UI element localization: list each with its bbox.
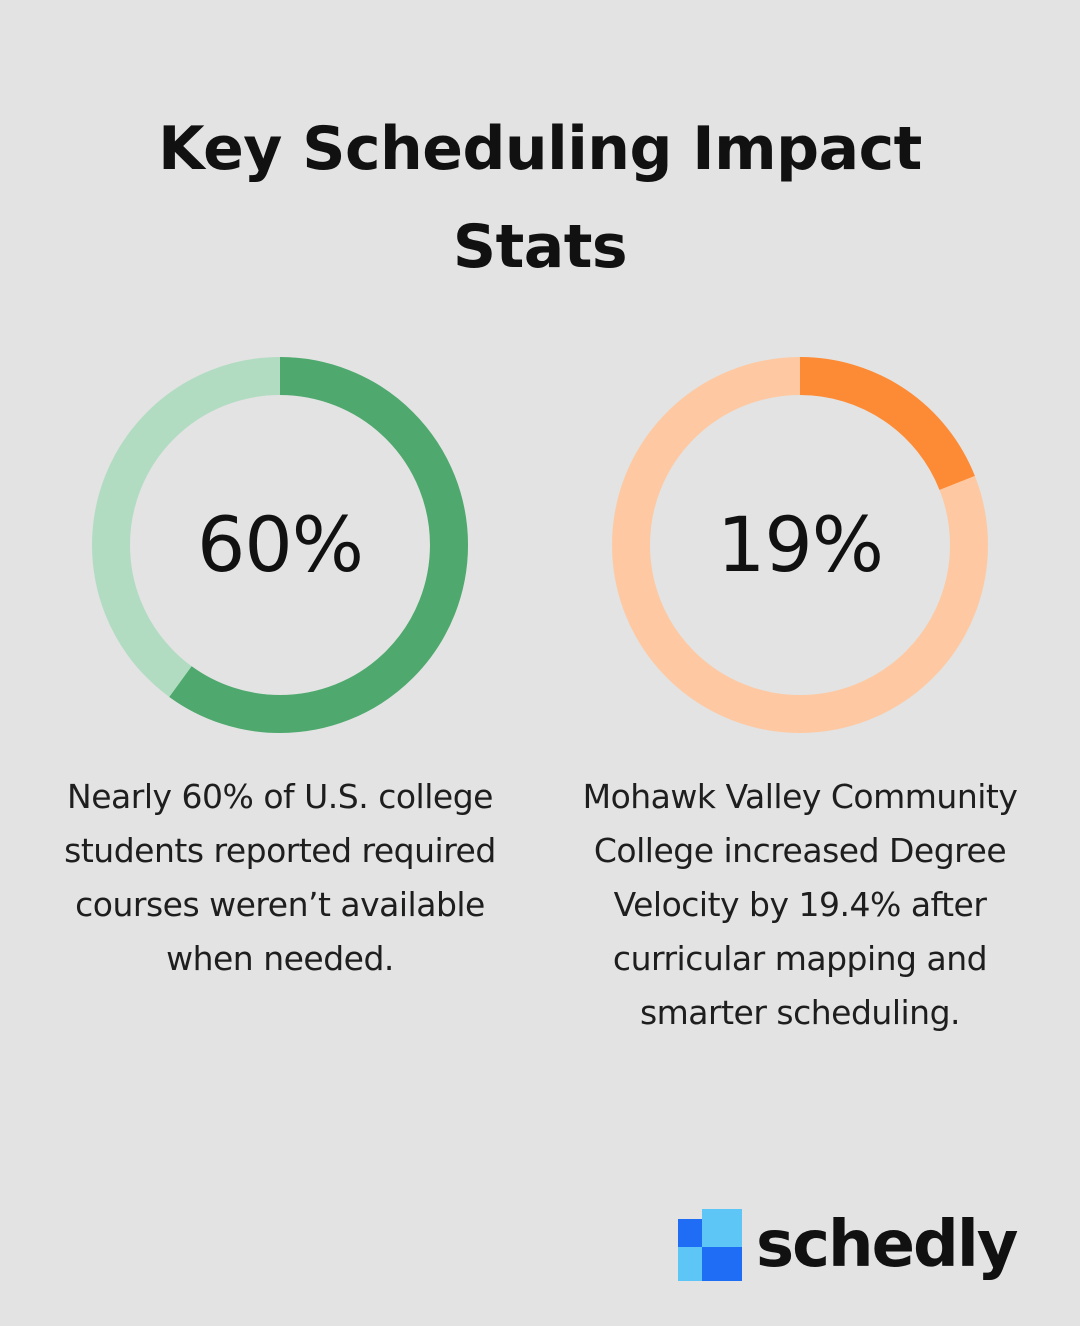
logo-square-4 xyxy=(702,1246,742,1281)
stat-value-2: 19% xyxy=(717,500,884,589)
donut-chart-2: 19% xyxy=(540,350,1060,740)
donut-arc-1 xyxy=(92,357,468,733)
logo-square-3 xyxy=(678,1246,702,1281)
stat-value-1: 60% xyxy=(197,500,364,589)
schedly-logo-icon xyxy=(678,1208,742,1283)
page-title: Key Scheduling Impact Stats xyxy=(158,114,922,282)
brand-logo: schedly xyxy=(678,1208,1018,1283)
donut-arc-2 xyxy=(612,357,988,733)
donut-svg-1 xyxy=(92,357,468,733)
logo-square-1 xyxy=(678,1218,702,1247)
stat-description-2: Mohawk Valley Community College increase… xyxy=(582,777,1018,1032)
stat-description-1: Nearly 60% of U.S. college students repo… xyxy=(64,777,496,978)
stat-card-1: 60% Nearly 60% of U.S. college students … xyxy=(20,350,540,986)
donut-svg-2 xyxy=(612,357,988,733)
stat-card-2: 19% Mohawk Valley Community College incr… xyxy=(540,350,1060,1040)
brand-name: schedly xyxy=(756,1208,1018,1282)
donut-chart-1: 60% xyxy=(20,350,540,740)
logo-square-2 xyxy=(702,1208,742,1247)
